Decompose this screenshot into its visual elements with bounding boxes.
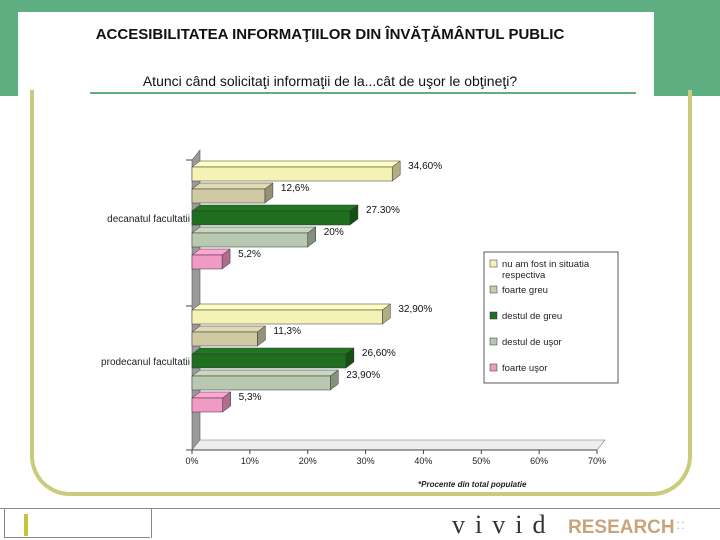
- footer-box: [4, 508, 152, 538]
- footer-box-bottom: [4, 537, 150, 538]
- bar-top-face: [191, 347, 355, 355]
- research-logo-word: RESEARCH: [568, 517, 675, 538]
- logo-dots-icon: ::: [676, 516, 686, 532]
- page-title: ACCESIBILITATEA INFORMAŢIILOR DIN ÎNVĂŢĂ…: [95, 26, 565, 43]
- category-label: prodecanul facultatii: [101, 357, 190, 368]
- legend-label: foarte uşor: [502, 363, 547, 374]
- data-label: 34,60%: [408, 161, 442, 172]
- bar: [191, 232, 308, 248]
- header-panel: [18, 12, 654, 96]
- data-label: 11,3%: [273, 326, 301, 337]
- data-label: 26,60%: [362, 348, 396, 359]
- bar: [191, 166, 393, 182]
- chart-footnote: *Procente din total populatie: [418, 480, 527, 489]
- x-tick-label: 70%: [588, 456, 606, 466]
- x-tick-label: 10%: [241, 456, 259, 466]
- bar-top-face: [191, 160, 401, 168]
- bar: [191, 397, 223, 413]
- x-tick-label: 0%: [185, 456, 198, 466]
- legend-box: [483, 251, 619, 384]
- data-label: 5,2%: [238, 249, 261, 260]
- legend-label: nu am fost in situatia: [502, 259, 590, 270]
- vivid-logo-word: vivid: [452, 510, 556, 539]
- x-tick-label: 40%: [414, 456, 432, 466]
- data-label: 20%: [324, 227, 344, 238]
- legend-swatch: [489, 285, 498, 294]
- bar: [191, 375, 331, 391]
- bar-top-face: [191, 325, 267, 333]
- data-label: 12,6%: [281, 183, 309, 194]
- chart-frame: [30, 90, 692, 496]
- legend-swatch: [489, 311, 498, 320]
- category-label: decanatul facultatii: [107, 214, 190, 225]
- bar: [191, 188, 266, 204]
- subtitle-underline: [90, 92, 636, 94]
- bar-top-face: [191, 204, 359, 212]
- legend-swatch: [489, 259, 498, 268]
- bar: [191, 309, 383, 325]
- x-tick-label: 20%: [299, 456, 317, 466]
- legend-label: foarte greu: [502, 285, 548, 296]
- bar-top-face: [191, 303, 392, 311]
- x-tick-label: 50%: [472, 456, 490, 466]
- bar-top-face: [191, 369, 340, 377]
- data-label: 23,90%: [346, 370, 380, 381]
- legend-swatch: [489, 337, 498, 346]
- x-tick-label: 60%: [530, 456, 548, 466]
- data-label: 27.30%: [366, 205, 400, 216]
- footer-accent-bar: [24, 514, 28, 536]
- footer-divider: [0, 508, 720, 509]
- bar: [191, 254, 223, 270]
- x-tick-label: 30%: [357, 456, 375, 466]
- bar: [191, 353, 347, 369]
- bar-top-face: [191, 226, 317, 234]
- legend-swatch: [489, 363, 498, 372]
- page-subtitle: Atunci când solicitaţi informaţii de la.…: [142, 73, 518, 89]
- bar: [191, 210, 351, 226]
- chart-floor: [191, 439, 606, 451]
- data-label: 5,3%: [239, 392, 262, 403]
- legend-label-continued: respectiva: [502, 270, 546, 281]
- legend-label: destul de uşor: [502, 337, 562, 348]
- bar-top-face: [191, 182, 274, 190]
- bar: [191, 331, 258, 347]
- legend-label: destul de greu: [502, 311, 562, 322]
- data-label: 32,90%: [398, 304, 432, 315]
